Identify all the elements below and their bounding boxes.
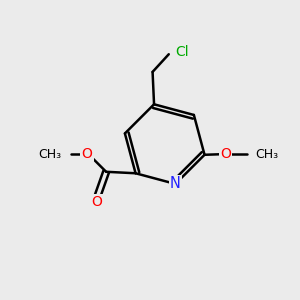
Text: CH₃: CH₃	[38, 148, 62, 160]
Text: O: O	[82, 147, 92, 161]
Text: N: N	[170, 176, 181, 191]
Text: O: O	[91, 195, 102, 209]
Text: O: O	[220, 147, 231, 161]
Text: Cl: Cl	[175, 45, 189, 59]
Text: CH₃: CH₃	[255, 148, 278, 161]
